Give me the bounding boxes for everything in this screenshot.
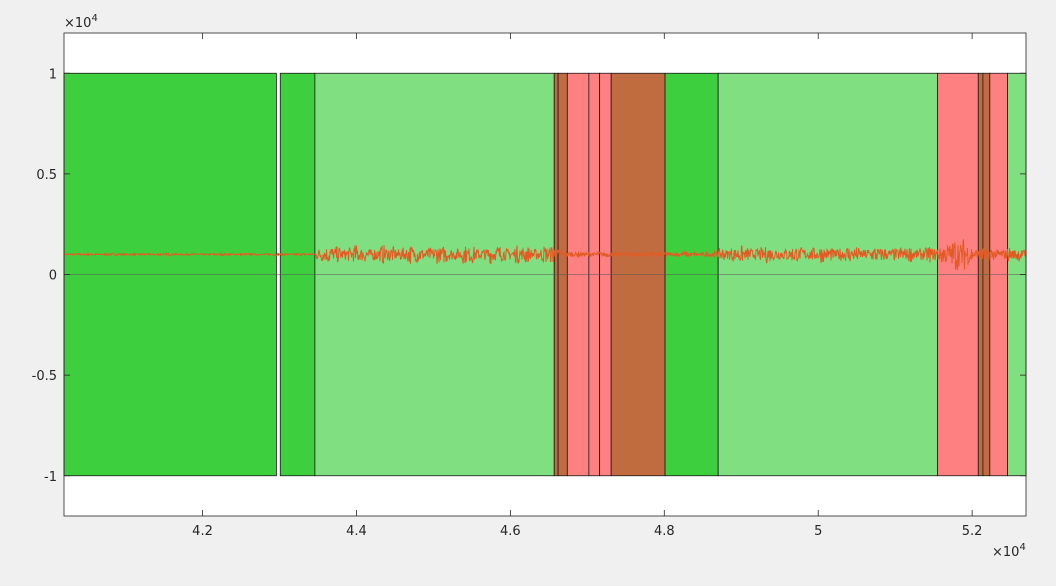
y-exponent-label: ×104 bbox=[64, 13, 98, 31]
x-tick-label: 4.8 bbox=[654, 524, 675, 539]
y-tick-label: -0.5 bbox=[32, 369, 57, 384]
x-tick-label: 4.6 bbox=[500, 524, 521, 539]
y-axis: 1 0.5 0 -0.5 -1 bbox=[32, 67, 1026, 485]
x-tick-label: 5.2 bbox=[962, 524, 983, 539]
y-tick-label: 0.5 bbox=[36, 168, 57, 183]
x-tick-label: 5 bbox=[814, 524, 822, 539]
y-tick-label: -1 bbox=[44, 470, 57, 485]
signal-line bbox=[63, 239, 1027, 271]
x-tick-label: 4.4 bbox=[346, 524, 367, 539]
y-tick-label: 1 bbox=[49, 67, 57, 82]
x-tick-label: 4.2 bbox=[192, 524, 213, 539]
x-exponent-label: ×104 bbox=[992, 542, 1026, 560]
y-tick-label: 0 bbox=[49, 269, 57, 284]
x-axis: 4.2 4.4 4.6 4.8 5 5.2 bbox=[192, 33, 982, 539]
